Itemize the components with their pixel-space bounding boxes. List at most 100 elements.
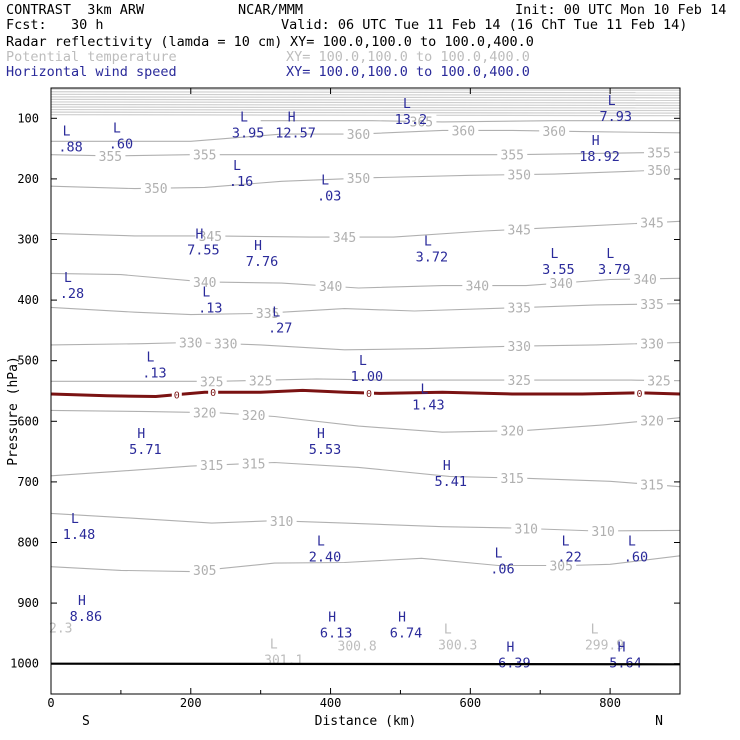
theta-label-340: 340: [633, 273, 656, 288]
theta-label-360: 360: [452, 124, 475, 139]
upper-isentrope-line: [51, 91, 680, 94]
y-tick-label: 100: [17, 111, 39, 125]
theta-label-bg: [238, 408, 269, 422]
y-axis-label: Pressure (hPa): [6, 356, 21, 466]
x-tick-label: 0: [47, 696, 54, 710]
theta-contour-335: [51, 303, 680, 316]
wind-extremum-value: 7.93: [599, 109, 632, 125]
theta-extremum-value: 301.1: [264, 654, 303, 669]
theta-contour-305: [51, 555, 680, 573]
theta-label-335: 335: [508, 302, 531, 317]
theta-extremum-marker: L: [270, 638, 278, 653]
theta-label-345: 345: [640, 217, 663, 232]
wind-extremum-marker: L: [495, 547, 503, 562]
init-time: Init: 00 UTC Mon 10 Feb 14: [515, 2, 727, 18]
wind-extremum-marker: L: [147, 350, 155, 365]
theta-contour-360: [51, 129, 680, 142]
wind-extremum-marker: L: [64, 271, 72, 286]
theta-label-bg: [329, 230, 360, 244]
theta-label-bg: [504, 300, 535, 314]
theta-contour-315: [51, 461, 680, 488]
wind-extremum-value: 3.72: [416, 250, 449, 266]
upper-isentrope-line: [51, 103, 680, 107]
wind-extremum-value: 7.76: [246, 254, 279, 270]
theta-label-bg: [637, 336, 668, 350]
valid-time: Valid: 06 UTC Tue 11 Feb 14 (16 ChT Tue …: [281, 17, 688, 33]
wind-extremum-value: 1.43: [412, 398, 445, 414]
upper-isentrope-line: [51, 108, 680, 112]
field-theta-name: Potential temperature: [6, 49, 177, 65]
wind-extremum-value: .88: [58, 139, 82, 155]
plot-frame: [50, 87, 681, 695]
wind-extremum-marker: H: [137, 427, 145, 442]
wind-extremum-marker: L: [628, 535, 636, 550]
x-end-label-right: N: [655, 714, 663, 729]
wind-extremum-marker: L: [202, 286, 210, 301]
theta-contour-310: [51, 512, 680, 532]
theta-label-bg: [462, 278, 493, 292]
reflectivity-zero-contour: [51, 388, 680, 399]
wind-extremum-value: 7.55: [187, 242, 220, 258]
theta-extremum-value: 300.8: [338, 640, 377, 655]
zero-label-bg: [208, 386, 219, 398]
wind-extremum-marker: L: [562, 535, 570, 550]
wind-extremum-value: .16: [229, 174, 253, 190]
theta-label-335: 335: [640, 298, 663, 313]
wind-extremum-value: .22: [557, 550, 581, 566]
theta-contour-365: [260, 120, 680, 123]
theta-label-bg: [637, 297, 668, 311]
wind-extremum-marker: L: [240, 110, 248, 125]
wind-extremum-value: 1.48: [63, 527, 96, 543]
theta-label-bg: [637, 215, 668, 229]
theta-label-365: 365: [410, 116, 433, 131]
wind-extremum-value: .27: [268, 321, 292, 337]
wind-extremum-value: .03: [317, 188, 341, 204]
y-tick-label: 800: [17, 536, 39, 550]
theta-label-bg: [546, 276, 577, 290]
theta-label-360: 360: [542, 125, 565, 140]
theta-label-bg: [196, 374, 227, 388]
field-reflectivity-name: Radar reflectivity (lamda = 10 cm): [6, 34, 283, 50]
upper-isentrope-line: [51, 106, 680, 109]
wind-extremum-marker: H: [78, 594, 86, 609]
wind-extremum-value: 6.74: [390, 625, 423, 641]
wind-extremum-value: .60: [624, 550, 648, 566]
theta-label-320: 320: [640, 414, 663, 429]
theta-label-330: 330: [508, 340, 531, 355]
wind-extremum-value: 5.71: [129, 442, 162, 458]
org-label: NCAR/MMM: [238, 2, 304, 18]
theta-label-bg: [497, 470, 528, 484]
theta-label-bg: [175, 335, 206, 349]
upper-isentrope-line: [51, 96, 680, 99]
wind-extremum-marker: L: [606, 247, 614, 262]
theta-extremum-marker: L: [444, 623, 452, 638]
theta-contour-330: [51, 341, 680, 351]
x-tick-label: 400: [320, 696, 342, 710]
wind-extremum-marker: L: [113, 121, 121, 136]
theta-label-345: 345: [508, 223, 531, 238]
wind-extremum-marker: L: [420, 383, 428, 398]
wind-extremum-marker: L: [424, 235, 432, 250]
wind-extremum-value: 5.41: [435, 474, 468, 490]
theta-label-bg: [504, 339, 535, 353]
wind-extremum-marker: H: [254, 239, 262, 254]
zero-contour-label: 0: [366, 389, 372, 400]
theta-label-bg: [195, 228, 226, 242]
theta-label-bg: [504, 373, 535, 387]
wind-extremum-marker: H: [288, 110, 296, 125]
wind-extremum-value: .60: [109, 136, 133, 152]
wind-extremum-value: 8.86: [70, 609, 103, 625]
theta-label-325: 325: [249, 374, 272, 389]
wind-extremum-marker: H: [328, 610, 336, 625]
field-wind-xy: XY= 100.0,100.0 to 100.0,400.0: [286, 64, 530, 80]
theta-label-bg: [343, 171, 374, 185]
theta-label-320: 320: [501, 425, 524, 440]
wind-extremum-value: .13: [142, 365, 166, 381]
wind-extremum-marker: H: [317, 427, 325, 442]
theta-label-305: 305: [193, 564, 216, 579]
upper-isentrope-line: [51, 93, 680, 96]
wind-extremum-marker: L: [321, 173, 329, 188]
theta-label-355: 355: [193, 149, 216, 164]
theta-contour-325: [51, 378, 680, 382]
